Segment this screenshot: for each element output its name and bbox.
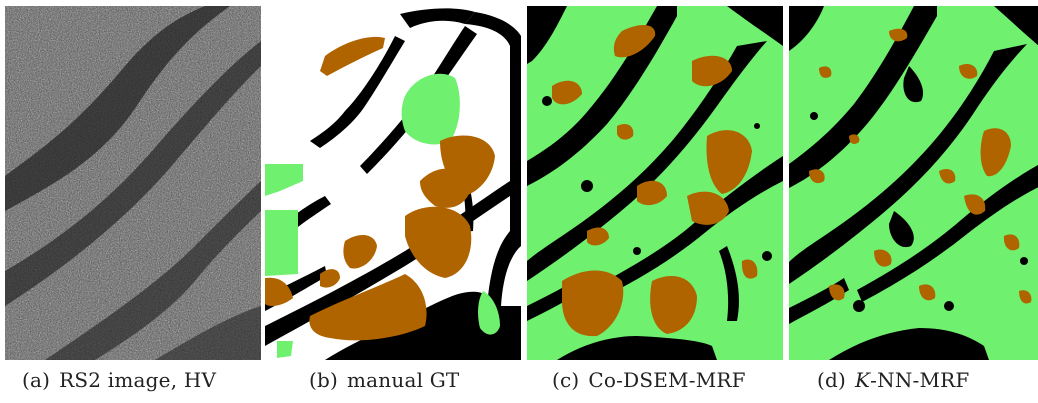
ground-truth-map: [265, 6, 521, 360]
co-dsem-mrf-segmentation: [527, 6, 783, 360]
co-dsem-mrf-panel: [527, 6, 783, 360]
caption-d-label: (d): [817, 368, 847, 392]
caption-d-title: -NN-MRF: [870, 368, 970, 392]
caption-c-title: Co-DSEM-MRF: [588, 368, 746, 392]
caption-c: (c) Co-DSEM-MRF: [552, 368, 746, 392]
caption-b-title: manual GT: [347, 368, 460, 392]
caption-a-title: RS2 image, HV: [59, 368, 217, 392]
sar-image-panel: [5, 6, 261, 360]
caption-c-label: (c): [552, 368, 580, 392]
caption-d: (d) K-NN-MRF: [817, 368, 970, 392]
caption-b: (b) manual GT: [309, 368, 459, 392]
knn-mrf-panel: [789, 6, 1038, 360]
caption-d-title-italic: K: [855, 368, 871, 392]
manual-gt-panel: [265, 6, 521, 360]
caption-b-label: (b): [309, 368, 339, 392]
caption-a: (a) RS2 image, HV: [22, 368, 216, 392]
caption-a-label: (a): [22, 368, 51, 392]
knn-mrf-segmentation: [789, 6, 1038, 360]
sar-image: [5, 6, 261, 360]
